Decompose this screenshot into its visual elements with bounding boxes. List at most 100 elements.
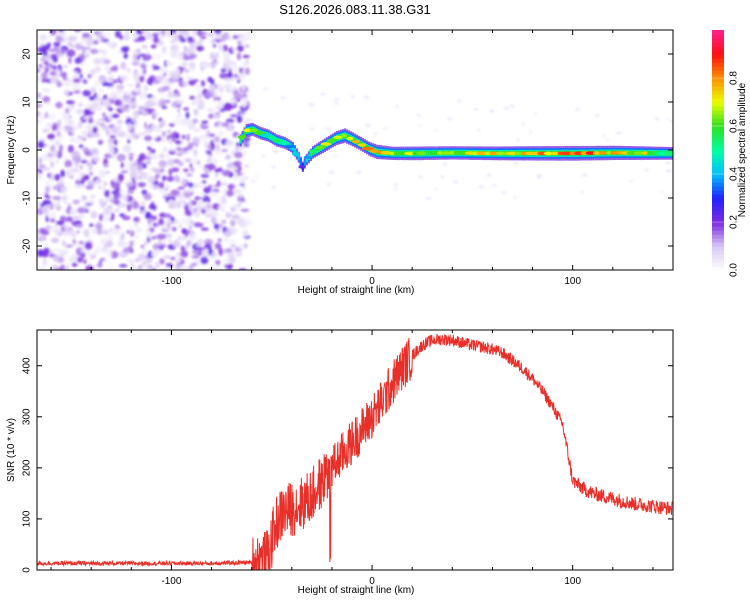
- noise-blob: [70, 258, 78, 262]
- noise-blob: [225, 118, 235, 124]
- ridge-cell: [239, 138, 242, 143]
- noise-blob: [207, 196, 211, 203]
- noise-blob: [177, 107, 181, 114]
- noise-blob: [151, 215, 157, 221]
- ridge-core-blob: [550, 151, 559, 156]
- noise-blob: [218, 33, 223, 40]
- colorbar-cell: [712, 178, 724, 183]
- noise-blob: [37, 249, 44, 257]
- noise-blob: [183, 191, 192, 199]
- noise-blob: [220, 202, 227, 206]
- noise-blob: [67, 42, 73, 46]
- noise-blob: [142, 67, 147, 75]
- noise-blob: [123, 53, 128, 59]
- haze-blob: [296, 168, 302, 171]
- colorbar-cell: [712, 142, 724, 147]
- haze-blob: [473, 108, 479, 111]
- noise-blob: [95, 222, 103, 230]
- noise-blob: [161, 137, 166, 144]
- noise-blob: [98, 76, 108, 83]
- noise-blob: [188, 203, 192, 211]
- noise-blob: [99, 35, 106, 42]
- noise-blob: [114, 99, 123, 107]
- noise-blob: [145, 160, 152, 165]
- noise-blob: [131, 117, 138, 123]
- snr-ytick-label: 300: [22, 408, 33, 425]
- noise-blob: [66, 166, 73, 171]
- noise-blob: [45, 185, 51, 193]
- noise-blob: [149, 227, 155, 233]
- noise-blob: [160, 120, 166, 127]
- noise-blob: [44, 178, 54, 186]
- noise-blob: [216, 180, 221, 188]
- noise-blob: [224, 263, 234, 269]
- noise-blob: [71, 168, 80, 173]
- noise-blob: [221, 196, 227, 204]
- noise-blob: [181, 217, 190, 224]
- noise-blob: [228, 256, 236, 264]
- noise-blob: [201, 180, 207, 184]
- noise-blob: [91, 132, 100, 138]
- noise-blob: [37, 216, 40, 221]
- noise-blob: [92, 126, 98, 134]
- noise-blob: [187, 36, 194, 41]
- noise-blob: [131, 202, 140, 210]
- noise-blob: [197, 93, 203, 100]
- noise-blob: [89, 223, 94, 228]
- haze-blob: [434, 129, 438, 132]
- noise-blob: [37, 119, 40, 124]
- colorbar-cell: [712, 266, 724, 271]
- noise-blob: [38, 265, 45, 270]
- noise-blob: [170, 40, 176, 44]
- noise-blob: [37, 47, 45, 52]
- noise-blob: [44, 260, 49, 266]
- colorbar-gradient: [712, 30, 724, 271]
- colorbar-cell: [712, 170, 724, 175]
- snr-xtick-label: 0: [369, 576, 375, 587]
- noise-blob: [229, 84, 237, 93]
- noise-blob: [141, 92, 148, 99]
- noise-blob: [175, 133, 181, 139]
- noise-blob: [111, 95, 118, 100]
- noise-blob: [143, 192, 152, 201]
- noise-blob: [108, 234, 113, 242]
- noise-blob: [223, 181, 228, 186]
- noise-blob: [200, 35, 207, 40]
- noise-blob: [76, 256, 84, 263]
- colorbar-cell: [712, 238, 724, 243]
- spectrogram-xlabel: Height of straight line (km): [298, 285, 415, 296]
- noise-blob: [216, 144, 220, 151]
- noise-blob: [185, 222, 194, 228]
- noise-blob: [108, 106, 113, 112]
- noise-blob: [213, 158, 218, 164]
- noise-blob: [68, 208, 78, 216]
- noise-blob: [153, 168, 161, 173]
- noise-blob: [228, 183, 234, 191]
- noise-blob: [233, 160, 242, 168]
- snr-xtick-label: -100: [161, 576, 181, 587]
- haze-blob: [575, 108, 580, 111]
- colorbar-tick-label: 0.2: [729, 215, 740, 229]
- colorbar-axis: 0.0 0.2 0.4 0.6 0.8: [712, 71, 740, 277]
- noise-blob: [175, 152, 183, 156]
- noise-blob: [51, 124, 58, 130]
- haze-blob: [334, 102, 338, 105]
- noise-blob: [185, 76, 194, 80]
- noise-blob: [153, 126, 163, 133]
- noise-blob: [65, 82, 70, 87]
- noise-blob: [152, 36, 160, 44]
- noise-blob: [63, 249, 69, 256]
- ridge-core: [237, 128, 673, 169]
- noise-blob: [144, 135, 153, 142]
- ridge-cell: [273, 137, 276, 142]
- colorbar-cell: [712, 74, 724, 79]
- noise-blob: [159, 181, 165, 189]
- noise-blob: [41, 154, 50, 161]
- noise-blob: [80, 159, 88, 164]
- noise-blob: [37, 140, 45, 149]
- noise-blob: [220, 88, 224, 93]
- ridge-cell: [346, 134, 349, 139]
- noise-blob: [161, 266, 171, 270]
- noise-blob: [107, 70, 113, 75]
